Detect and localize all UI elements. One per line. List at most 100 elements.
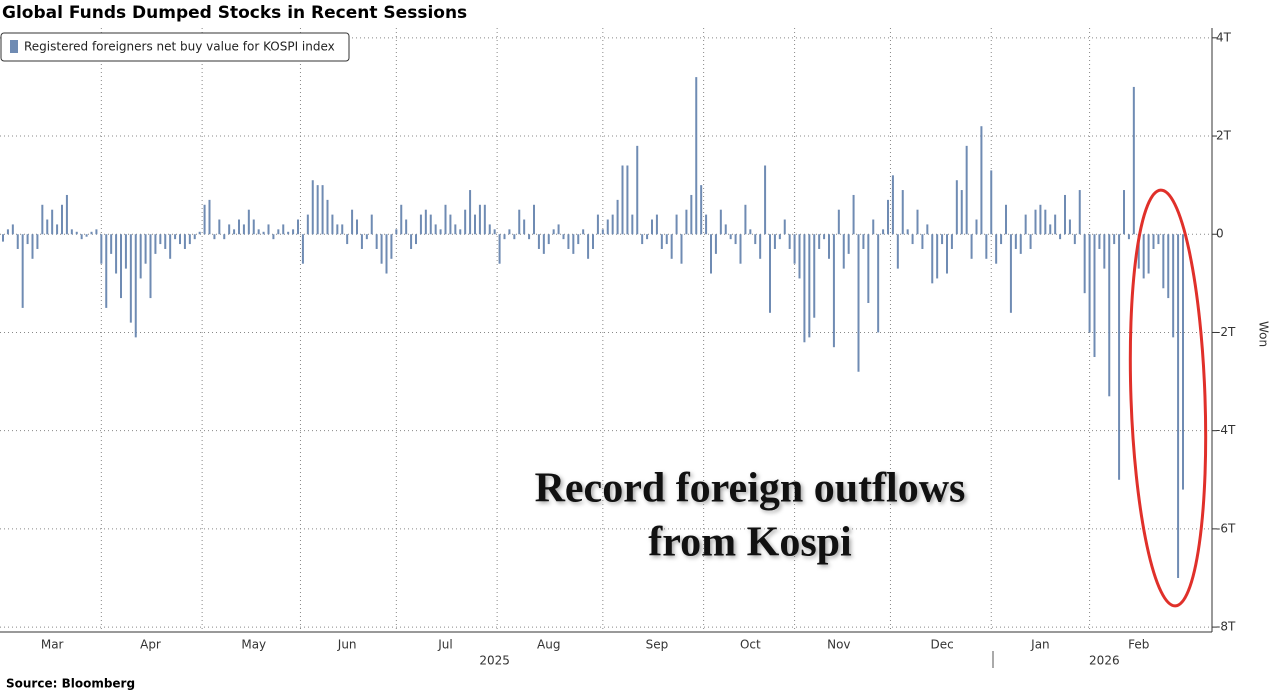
bar: [960, 190, 963, 235]
bar: [906, 229, 909, 235]
bar: [1005, 204, 1007, 235]
chart-title: Global Funds Dumped Stocks in Recent Ses…: [2, 3, 467, 23]
bar: [651, 219, 653, 235]
bar: [410, 234, 413, 249]
bar: [90, 231, 93, 235]
bar: [518, 209, 521, 235]
bar: [862, 234, 865, 249]
bar: [100, 234, 103, 264]
bar: [134, 234, 137, 338]
bar: [434, 224, 437, 235]
bar: [242, 224, 245, 235]
bar: [478, 204, 481, 235]
bar: [1177, 234, 1180, 578]
bar: [80, 234, 83, 240]
bar: [965, 145, 968, 235]
bar: [2, 234, 4, 242]
bar: [341, 224, 344, 235]
bar: [65, 194, 68, 235]
bar: [183, 234, 186, 249]
bar: [208, 199, 211, 235]
bar: [867, 234, 870, 303]
bar: [1088, 234, 1091, 333]
bar: [887, 199, 889, 235]
bar: [297, 219, 299, 235]
bar: [321, 185, 324, 235]
x-tick-label: Jan: [1030, 638, 1050, 652]
bar: [1073, 234, 1076, 245]
bar: [1014, 234, 1017, 249]
bar: [980, 126, 983, 235]
bar: [754, 234, 757, 245]
bar: [724, 224, 727, 235]
x-tick-label: Dec: [930, 638, 953, 652]
bar: [1029, 234, 1032, 249]
x-tick-label: Jul: [437, 638, 452, 652]
bar: [744, 204, 747, 235]
bar: [1039, 204, 1042, 235]
bar: [287, 231, 290, 235]
bar: [85, 234, 88, 237]
bar: [946, 234, 948, 274]
bar: [891, 175, 894, 235]
bar: [375, 234, 378, 249]
bar: [498, 234, 501, 264]
bar: [950, 234, 953, 249]
bar: [1123, 190, 1125, 235]
bar: [1083, 234, 1086, 294]
bar: [316, 185, 319, 235]
bar: [685, 209, 688, 235]
bar: [41, 204, 44, 235]
bar: [390, 234, 393, 259]
bar: [351, 209, 354, 235]
bar: [729, 234, 732, 240]
bar: [70, 229, 73, 235]
bar: [272, 234, 275, 240]
bar: [1127, 234, 1130, 240]
bar: [1024, 214, 1027, 235]
bar: [326, 199, 329, 235]
bar: [783, 219, 786, 235]
bar: [1049, 224, 1052, 235]
bar: [1172, 234, 1175, 338]
bar: [832, 234, 835, 348]
y-tick-label: -6T: [1216, 521, 1236, 535]
bar: [601, 229, 604, 235]
bar: [6, 229, 9, 235]
bar: [823, 234, 826, 240]
bar: [26, 234, 29, 245]
bar: [872, 219, 875, 235]
annotation: Record foreign outflows: [535, 466, 966, 512]
bar: [203, 204, 206, 235]
bar: [105, 234, 108, 308]
bar: [714, 234, 717, 254]
bar: [149, 234, 152, 299]
legend-swatch: [10, 40, 18, 53]
bar: [464, 209, 467, 235]
x-tick-label: Mar: [41, 638, 64, 652]
bar: [1137, 234, 1140, 269]
bar: [356, 219, 358, 235]
bar: [798, 234, 801, 279]
year-label: 2026: [1089, 654, 1120, 668]
bar: [788, 234, 791, 249]
bar: [1142, 234, 1145, 279]
bar: [503, 234, 506, 240]
bar: [655, 214, 658, 235]
bar: [400, 204, 403, 235]
bar: [719, 209, 722, 235]
bar: [675, 214, 678, 235]
bar: [852, 194, 855, 235]
bar: [179, 234, 181, 245]
bar: [36, 234, 39, 249]
bar: [292, 229, 295, 235]
x-tick-label: Aug: [537, 638, 560, 652]
bar: [301, 234, 304, 264]
bar: [621, 165, 624, 235]
bar: [1019, 234, 1022, 254]
bar: [415, 234, 417, 245]
bar: [1068, 219, 1071, 235]
bar: [813, 234, 816, 318]
bar: [596, 214, 599, 235]
